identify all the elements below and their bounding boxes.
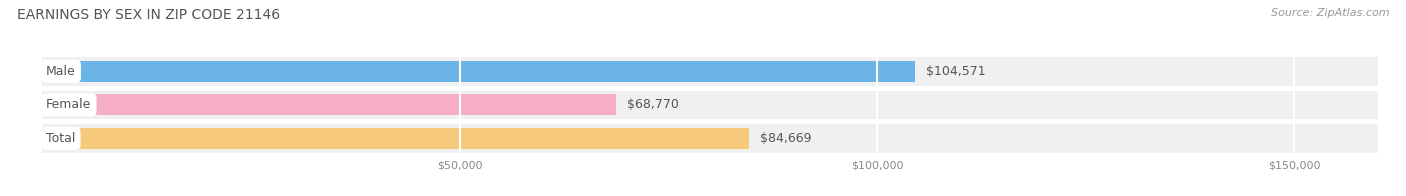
Text: Total: Total [46,132,76,145]
Text: Female: Female [46,98,91,111]
Bar [42,128,749,149]
Text: Male: Male [46,65,76,78]
Text: $68,770: $68,770 [627,98,679,111]
Bar [42,61,915,82]
Bar [42,57,1378,86]
Text: Source: ZipAtlas.com: Source: ZipAtlas.com [1271,8,1389,18]
Text: EARNINGS BY SEX IN ZIP CODE 21146: EARNINGS BY SEX IN ZIP CODE 21146 [17,8,280,22]
Text: $84,669: $84,669 [759,132,811,145]
Bar [42,91,1378,119]
Bar [42,94,616,115]
Bar [42,124,1378,153]
Text: $104,571: $104,571 [925,65,986,78]
